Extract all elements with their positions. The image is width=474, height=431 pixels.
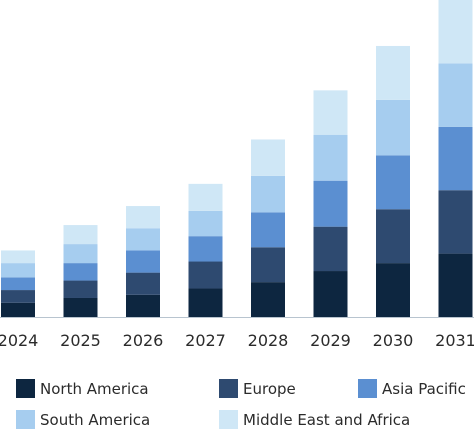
legend-label-asia-pacific: Asia Pacific bbox=[382, 380, 466, 398]
bar-segment-2029-middle-east-and-africa bbox=[313, 90, 348, 135]
bar-segment-2029-south-america bbox=[313, 134, 348, 181]
x-tick-label: 2030 bbox=[373, 331, 414, 350]
bar-segment-2024-south-america bbox=[1, 263, 35, 278]
bar-segment-2031-north-america bbox=[438, 253, 473, 317]
bar-segment-2028-europe bbox=[251, 247, 285, 283]
bar-segment-2027-middle-east-and-africa bbox=[188, 183, 223, 211]
bar-segment-2024-asia-pacific bbox=[1, 277, 35, 291]
x-tick-label: 2029 bbox=[310, 331, 351, 350]
x-axis-tick-labels: 2024 2025 2026 2027 2028 2029 2030 2031 bbox=[0, 331, 474, 350]
bar-segment-2030-asia-pacific bbox=[376, 155, 410, 210]
bars-layer bbox=[1, 0, 473, 317]
bar-segment-2030-europe bbox=[376, 209, 410, 264]
bar-segment-2027-north-america bbox=[188, 288, 223, 317]
bar-segment-2026-asia-pacific bbox=[126, 250, 160, 273]
legend-label-south-america: South America bbox=[40, 411, 150, 429]
bar-segment-2026-south-america bbox=[126, 228, 160, 251]
bar-segment-2029-europe bbox=[313, 226, 348, 272]
bar-segment-2031-middle-east-and-africa bbox=[438, 0, 473, 64]
bar-segment-2031-south-america bbox=[438, 63, 473, 127]
bar-segment-2025-south-america bbox=[63, 244, 98, 264]
x-tick-label: 2025 bbox=[60, 331, 101, 350]
legend-label-middle-east-and-africa: Middle East and Africa bbox=[243, 411, 410, 429]
x-tick-label: 2028 bbox=[248, 331, 289, 350]
bar-segment-2026-europe bbox=[126, 272, 160, 295]
legend-swatch-europe bbox=[219, 379, 238, 398]
bar-segment-2030-north-america bbox=[376, 263, 410, 317]
bar-segment-2025-middle-east-and-africa bbox=[63, 225, 98, 245]
bar-segment-2025-north-america bbox=[63, 297, 98, 317]
bar-segment-2024-north-america bbox=[1, 302, 35, 317]
x-tick-label: 2024 bbox=[0, 331, 38, 350]
bar-segment-2030-middle-east-and-africa bbox=[376, 45, 410, 100]
bar-segment-2031-europe bbox=[438, 190, 473, 254]
bar-segment-2029-asia-pacific bbox=[313, 180, 348, 227]
bar-segment-2025-asia-pacific bbox=[63, 263, 98, 281]
x-tick-label: 2031 bbox=[435, 331, 474, 350]
x-tick-label: 2027 bbox=[185, 331, 226, 350]
x-tick-label: 2026 bbox=[123, 331, 164, 350]
bar-segment-2024-middle-east-and-africa bbox=[1, 250, 35, 264]
bar-segment-2031-asia-pacific bbox=[438, 126, 473, 191]
bar-segment-2024-europe bbox=[1, 290, 35, 303]
legend-swatch-north-america bbox=[16, 379, 35, 398]
bar-segment-2027-europe bbox=[188, 261, 223, 289]
bar-segment-2030-south-america bbox=[376, 99, 410, 156]
bar-segment-2028-south-america bbox=[251, 175, 285, 213]
bar-segment-2028-north-america bbox=[251, 282, 285, 317]
legend-label-north-america: North America bbox=[40, 380, 149, 398]
legend-label-europe: Europe bbox=[243, 380, 296, 398]
bar-segment-2026-north-america bbox=[126, 294, 160, 317]
bar-segment-2028-asia-pacific bbox=[251, 212, 285, 248]
bar-segment-2027-asia-pacific bbox=[188, 236, 223, 262]
bar-segment-2026-middle-east-and-africa bbox=[126, 206, 160, 229]
bar-segment-2027-south-america bbox=[188, 210, 223, 237]
bar-segment-2029-north-america bbox=[313, 271, 348, 317]
legend: North America Europe Asia Pacific South Ame… bbox=[16, 379, 466, 429]
bar-segment-2025-europe bbox=[63, 280, 98, 298]
bar-segment-2028-middle-east-and-africa bbox=[251, 139, 285, 176]
legend-swatch-middle-east-and-africa bbox=[219, 410, 238, 429]
legend-swatch-south-america bbox=[16, 410, 35, 429]
legend-swatch-asia-pacific bbox=[358, 379, 377, 398]
